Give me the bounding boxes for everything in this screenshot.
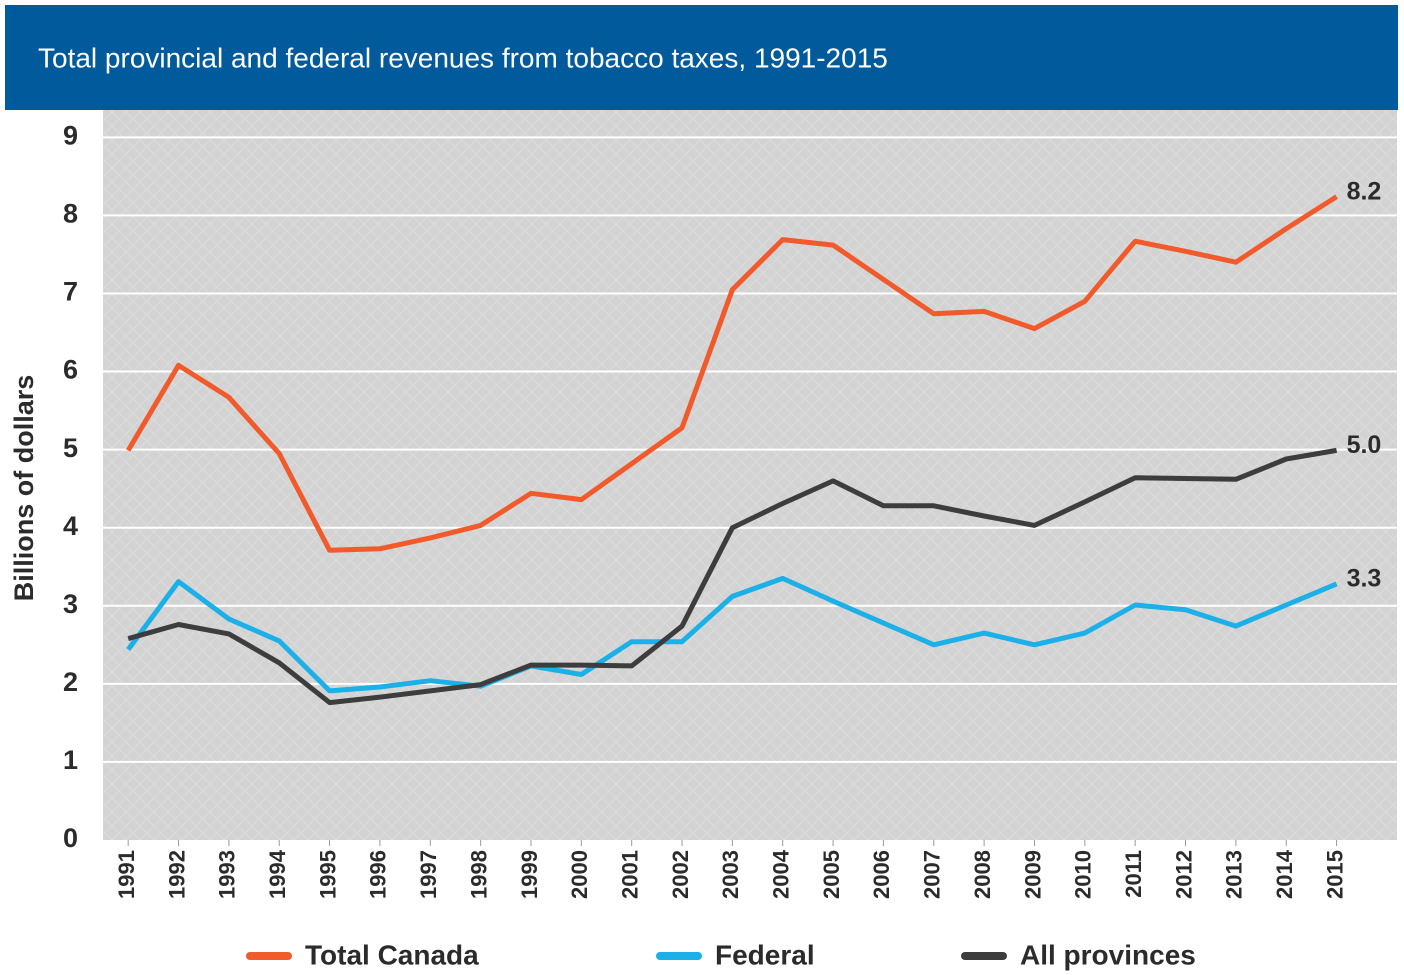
plot-area	[103, 110, 1397, 840]
x-tick-label: 2006	[869, 850, 894, 899]
x-tick-label: 1993	[215, 850, 240, 899]
chart-title: Total provincial and federal revenues fr…	[38, 42, 888, 73]
y-tick-label: 6	[63, 355, 78, 385]
series-line	[126, 194, 1338, 553]
title-banner	[5, 5, 1398, 110]
x-tick-label: 1996	[366, 850, 391, 899]
x-tick-label: 2011	[1121, 850, 1146, 898]
x-tick-label: 2002	[668, 850, 693, 899]
x-tick-label: 2007	[920, 850, 945, 899]
y-tick-label: 9	[63, 120, 78, 150]
x-tick-label: 1999	[517, 850, 542, 899]
x-tick-label: 2010	[1071, 850, 1096, 899]
x-tick-label: 2001	[617, 850, 642, 899]
y-tick-label: 4	[63, 511, 78, 541]
y-tick-label: 0	[63, 823, 78, 853]
x-tick-label: 1998	[466, 850, 491, 899]
x-tick-label: 1991	[114, 850, 139, 899]
legend-label: All provinces	[1020, 939, 1196, 970]
legend-label: Total Canada	[305, 939, 479, 970]
legend-label: Federal	[715, 939, 815, 970]
x-tick-label: 1994	[265, 849, 290, 899]
y-tick-label: 8	[63, 199, 78, 229]
y-tick-label: 3	[63, 589, 78, 619]
x-tick-label: 2000	[567, 850, 592, 899]
value-label: 3.3	[1347, 565, 1382, 593]
x-tick-label: 2014	[1272, 849, 1297, 899]
y-tick-label: 2	[63, 667, 78, 697]
series-line	[126, 575, 1338, 694]
x-tick-label: 2003	[718, 850, 743, 899]
x-tick-label: 1992	[164, 850, 189, 899]
x-tick-label: 2005	[819, 850, 844, 899]
value-label: 8.2	[1347, 177, 1382, 205]
x-tick-label: 2013	[1222, 850, 1247, 899]
value-label: 5.0	[1347, 431, 1382, 459]
y-tick-label: 7	[63, 277, 78, 307]
x-tick-label: 2004	[769, 849, 794, 899]
y-tick-label: 5	[63, 433, 78, 463]
x-tick-label: 2012	[1171, 850, 1196, 899]
x-tick-label: 2009	[1020, 850, 1045, 899]
x-tick-label: 1997	[416, 850, 441, 899]
x-tick-label: 2015	[1322, 850, 1347, 899]
series-line	[127, 447, 1338, 706]
y-tick-label: 1	[63, 745, 78, 775]
x-tick-label: 2008	[970, 850, 995, 899]
y-axis-label: Billions of dollars	[9, 375, 39, 602]
x-tick-label: 1995	[315, 850, 340, 899]
